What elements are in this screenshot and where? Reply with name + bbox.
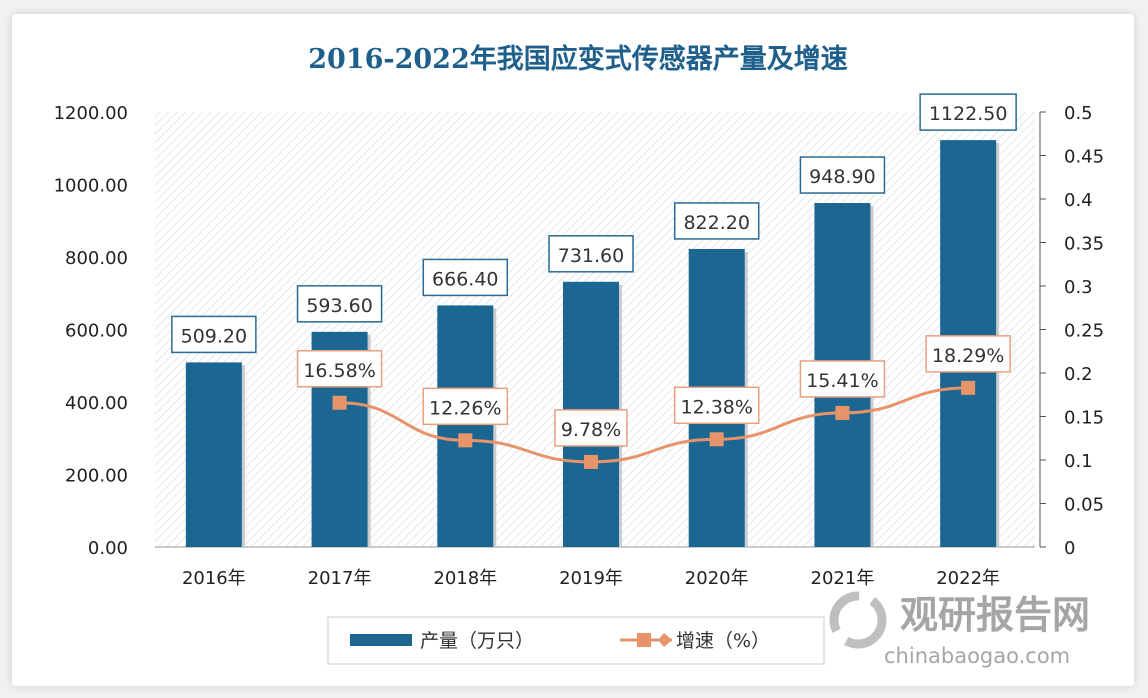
watermark-url: chinabaogao.com	[884, 644, 1070, 668]
y-left-tick-label: 600.00	[65, 321, 128, 342]
y-right-tick-label: 0.05	[1064, 495, 1104, 516]
bar-data-label-box	[673, 202, 760, 240]
bar-data-label-box	[171, 315, 257, 354]
bar-data-label-box	[548, 235, 634, 273]
y-right-tick-label: 0	[1064, 538, 1075, 559]
y-left-tick-label: 200.00	[65, 466, 128, 487]
x-tick-label: 2019年	[559, 568, 623, 589]
y-right-tick-label: 0.45	[1064, 147, 1104, 168]
growth-data-label-box	[925, 335, 1011, 373]
bar-data-label-box	[919, 93, 1017, 131]
x-tick-label: 2018年	[433, 568, 497, 589]
y-right-tick-label: 0.5	[1064, 103, 1093, 124]
bar-data-label: 509.20	[181, 325, 247, 347]
growth-data-label: 15.41%	[806, 370, 878, 392]
growth-marker	[584, 454, 598, 469]
legend-line-label: 增速（%）	[676, 630, 770, 652]
legend-bar-swatch	[350, 634, 412, 646]
growth-marker	[332, 395, 347, 410]
y-right-tick-label: 0.35	[1064, 234, 1104, 255]
growth-data-label-box	[673, 386, 760, 425]
bar-data-label-box	[296, 285, 383, 323]
y-right-tick-label: 0.3	[1064, 277, 1093, 298]
growth-data-label: 12.38%	[680, 396, 752, 418]
watermark-name: 观研报告网	[900, 593, 1090, 637]
y-left-tick-label: 1000.00	[54, 176, 128, 197]
growth-data-label: 9.78%	[561, 419, 621, 441]
watermark: 观研报告网 chinabaogao.com	[829, 591, 1090, 668]
growth-marker	[458, 433, 473, 448]
bar-data-label: 666.40	[432, 268, 498, 290]
y-left-tick-label: 1200.00	[54, 103, 128, 124]
chart-title: 2016-2022年我国应变式传感器产量及增速	[308, 43, 848, 75]
y-right-tick-label: 0.25	[1064, 321, 1104, 342]
bar-data-label: 731.60	[558, 245, 624, 267]
bar-data-label: 822.20	[683, 212, 749, 234]
growth-marker	[835, 405, 850, 420]
growth-data-label-box	[554, 409, 628, 447]
x-tick-label: 2020年	[685, 568, 749, 589]
growth-data-label: 12.26%	[429, 397, 501, 419]
x-tick-label: 2017年	[308, 568, 372, 589]
y-left-tick-label: 800.00	[65, 248, 128, 269]
y-right-tick-label: 0.15	[1064, 408, 1104, 429]
y-right-tick-label: 0.2	[1064, 364, 1093, 385]
legend: 产量（万只） 增速（%）	[327, 616, 825, 665]
x-tick-label: 2021年	[811, 568, 875, 589]
growth-data-label-box	[296, 350, 383, 388]
y-right-tick-label: 0.4	[1064, 190, 1093, 211]
growth-line	[339, 386, 969, 464]
growth-data-label-box	[422, 387, 509, 426]
bar-data-label: 1122.50	[929, 103, 1008, 125]
y-left-tick-label: 0.00	[88, 538, 128, 559]
growth-marker	[961, 380, 976, 395]
x-tick-label: 2022年	[936, 568, 1000, 589]
growth-data-label: 18.29%	[932, 345, 1004, 367]
bar	[185, 362, 242, 547]
x-tick-label: 2016年	[182, 568, 246, 589]
growth-data-label: 16.58%	[303, 360, 375, 382]
growth-marker	[709, 432, 724, 447]
y-right-tick-label: 0.1	[1064, 451, 1093, 472]
bar-data-label: 948.90	[809, 166, 875, 188]
bar-data-label: 593.60	[306, 295, 372, 317]
growth-data-label-box	[799, 360, 886, 398]
bar-data-label-box	[422, 258, 509, 297]
bar	[437, 305, 494, 547]
legend-bar-label: 产量（万只）	[420, 630, 534, 652]
bar-data-label-box	[799, 156, 886, 194]
y-left-tick-label: 400.00	[65, 393, 128, 414]
